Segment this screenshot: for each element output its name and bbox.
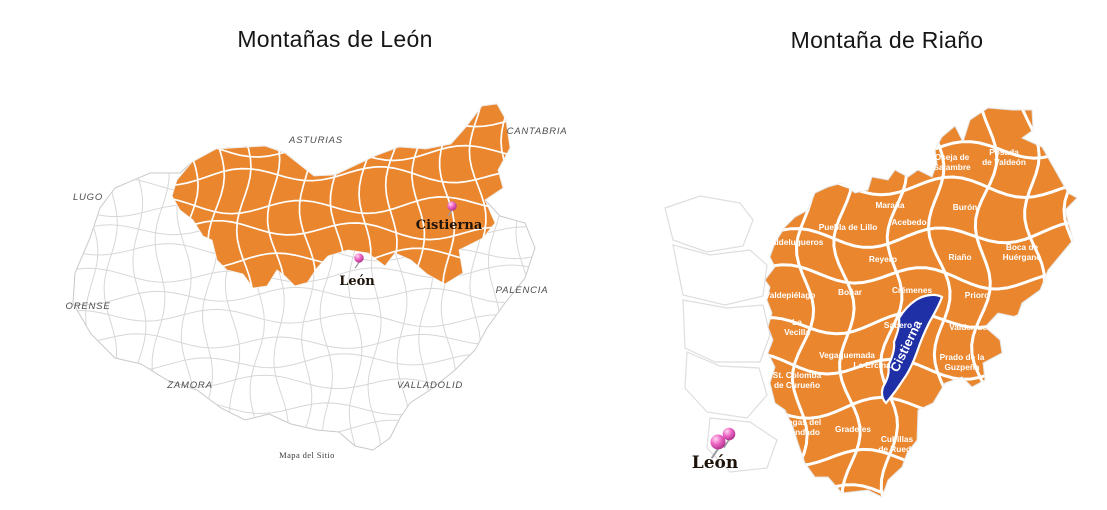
muni-label-boca-1: Boca de xyxy=(1006,242,1039,252)
muni-label-cubillas-1: Cubillas xyxy=(881,434,914,444)
muni-label-vegas-1: Vegas del xyxy=(783,417,821,427)
muni-label-valdepielago: Valdepiélago xyxy=(765,290,816,300)
leon-province-map[interactable]: ASTURIAS CANTABRIA LUGO ORENSE PALENCIA … xyxy=(55,88,615,468)
neighbor-municipalities xyxy=(664,195,778,473)
province-label-zamora: ZAMORA xyxy=(166,380,212,391)
muni-label-posada-2: de Valdeón xyxy=(982,157,1026,167)
leon-marker[interactable]: León xyxy=(339,252,375,289)
muni-label-colomba-1: St. Colomba xyxy=(773,370,822,380)
province-label-valladolid: VALLADOLID xyxy=(397,380,463,391)
muni-label-prioro: Prioro xyxy=(965,290,989,300)
riano-comarca-map[interactable]: Cistierna Oseja de Sajambre Posada de Va… xyxy=(655,100,1085,500)
cistierna-marker-label: Cistierna xyxy=(416,218,483,233)
cistierna-marker[interactable]: Cistierna xyxy=(416,200,483,233)
muni-label-bonar: Boñar xyxy=(838,287,863,297)
muni-label-cubillas-2: de Rueda xyxy=(878,444,916,454)
muni-label-reyero: Reyero xyxy=(869,254,897,264)
muni-label-prado-1: Prado de la xyxy=(940,352,985,362)
province-label-lugo: LUGO xyxy=(73,192,103,203)
muni-label-prado-2: Guzpeña xyxy=(944,362,979,372)
muni-label-posada-1: Posada xyxy=(989,147,1019,157)
muni-label-acebedo: Acebedo xyxy=(891,217,926,227)
province-label-cantabria: CANTABRIA xyxy=(507,126,568,137)
muni-label-oseja-2: Sajambre xyxy=(933,162,971,172)
muni-label-vegas-2: Condado xyxy=(784,427,820,437)
muni-label-ercina: La Ercina xyxy=(853,360,891,370)
right-map-title: Montaña de Riaño xyxy=(790,27,984,53)
muni-label-puebla: Puebla de Lillo xyxy=(819,222,878,232)
muni-label-sabero: Sabero xyxy=(884,320,912,330)
muni-label-vecilla-2: Vecilla xyxy=(784,327,810,337)
leon-marker-label: León xyxy=(339,274,375,289)
muni-label-cremenes: Crémenes xyxy=(892,285,933,295)
cistierna-region[interactable] xyxy=(880,293,944,405)
sitemap-footer-label: Mapa del Sitio xyxy=(279,450,335,460)
muni-label-vegaquemada: Vegaquemada xyxy=(819,350,875,360)
municipality-labels: Oseja de Sajambre Posada de Valdeón Mara… xyxy=(765,147,1042,454)
province-label-palencia: PALENCIA xyxy=(496,285,549,296)
muni-label-colomba-2: de Curueño xyxy=(774,380,820,390)
muni-label-boca-2: Huérgano xyxy=(1003,252,1042,262)
leon-city-marker[interactable]: León xyxy=(692,426,738,473)
muni-label-gradefes: Gradefes xyxy=(835,424,871,434)
left-map-title: Montañas de León xyxy=(237,26,433,52)
muni-label-marana: Maraña xyxy=(875,200,904,210)
muni-label-valderrueda: Valderrueda xyxy=(949,322,997,332)
muni-label-oseja-1: Oseja de xyxy=(935,152,970,162)
muni-label-vecilla-1: La xyxy=(792,317,802,327)
muni-label-buron: Burón xyxy=(953,202,977,212)
muni-label-riano: Riaño xyxy=(948,252,971,262)
province-label-orense: ORENSE xyxy=(66,301,111,312)
muni-label-valdelugueros: Valdelugueros xyxy=(767,237,824,247)
leon-city-marker-label: León xyxy=(692,453,738,473)
province-label-asturias: ASTURIAS xyxy=(288,135,343,146)
